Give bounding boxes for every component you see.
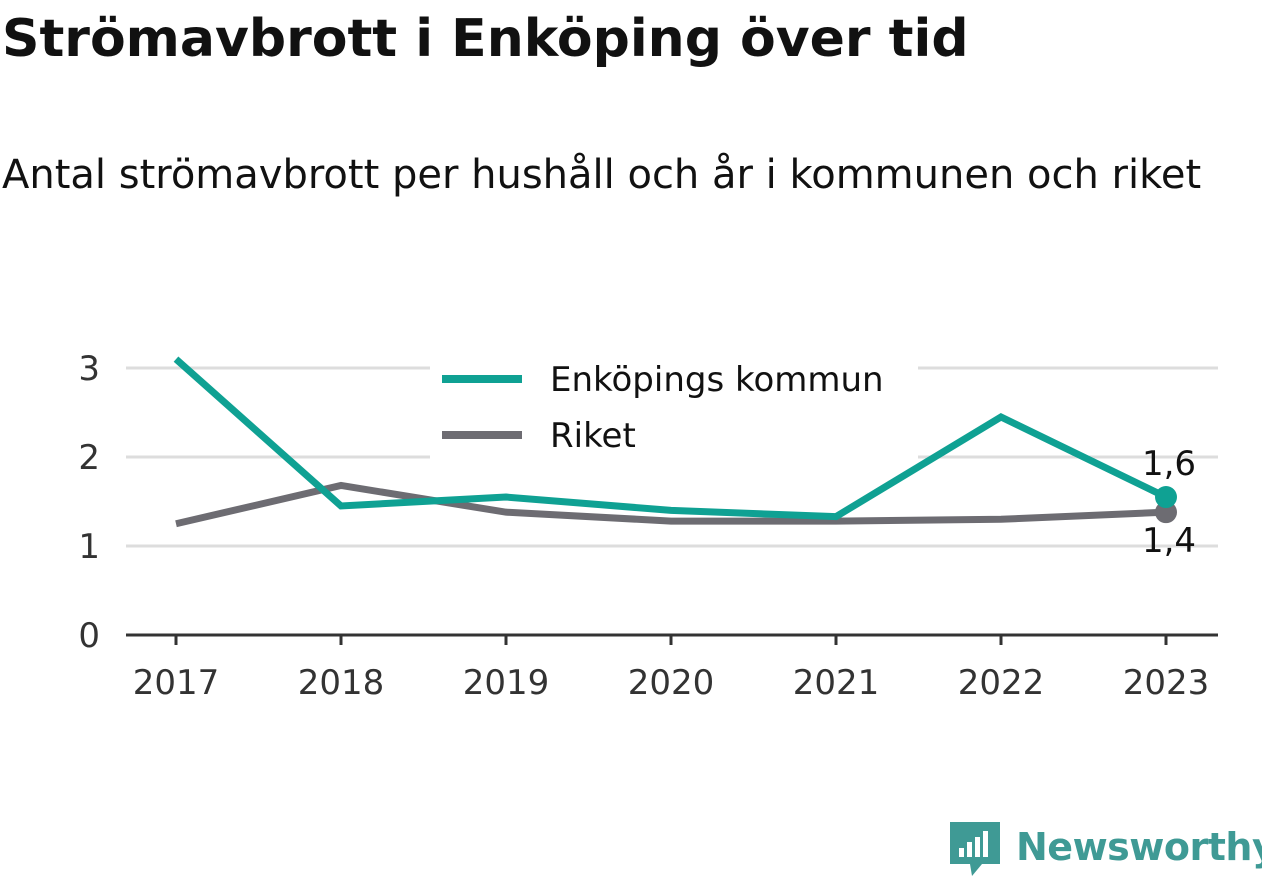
x-tick-label: 2018 <box>298 663 385 703</box>
y-tick-label: 1 <box>78 527 100 567</box>
series-end-label: 1,6 <box>1142 444 1196 484</box>
legend-background <box>430 348 918 460</box>
newsworthy-brand: Newsworthy <box>948 816 1262 878</box>
brand-name: Newsworthy <box>1016 825 1262 869</box>
legend-label: Riket <box>550 416 636 456</box>
x-tick-label: 2020 <box>628 663 715 703</box>
chart-title: Strömavbrott i Enköping över tid <box>2 9 969 69</box>
x-tick-label: 2023 <box>1123 663 1210 703</box>
x-tick-label: 2019 <box>463 663 550 703</box>
x-axis: 2017 2018 2019 2020 2021 2022 2023 <box>126 633 1218 703</box>
y-tick-label: 0 <box>78 616 100 656</box>
series-end-label: 1,4 <box>1142 521 1196 561</box>
series-lines <box>173 356 1177 528</box>
x-tick-label: 2022 <box>958 663 1045 703</box>
y-tick-label: 3 <box>78 349 100 389</box>
series-line <box>173 356 1168 521</box>
legend: Enköpings kommun Riket <box>430 348 918 460</box>
legend-label: Enköpings kommun <box>550 360 884 400</box>
series-end-marker <box>1155 486 1177 509</box>
series-line <box>175 481 1167 528</box>
y-tick-label: 2 <box>78 438 100 478</box>
newsworthy-bar-chart-icon <box>950 822 1000 876</box>
chart-subtitle: Antal strömavbrott per hushåll och år i … <box>2 152 1202 198</box>
y-axis-ticks: 0 1 2 3 <box>78 349 100 656</box>
x-tick-label: 2017 <box>133 663 220 703</box>
end-labels: 1,6 1,4 <box>1142 444 1196 561</box>
series-end-marker <box>1155 501 1177 524</box>
x-tick-label: 2021 <box>793 663 880 703</box>
